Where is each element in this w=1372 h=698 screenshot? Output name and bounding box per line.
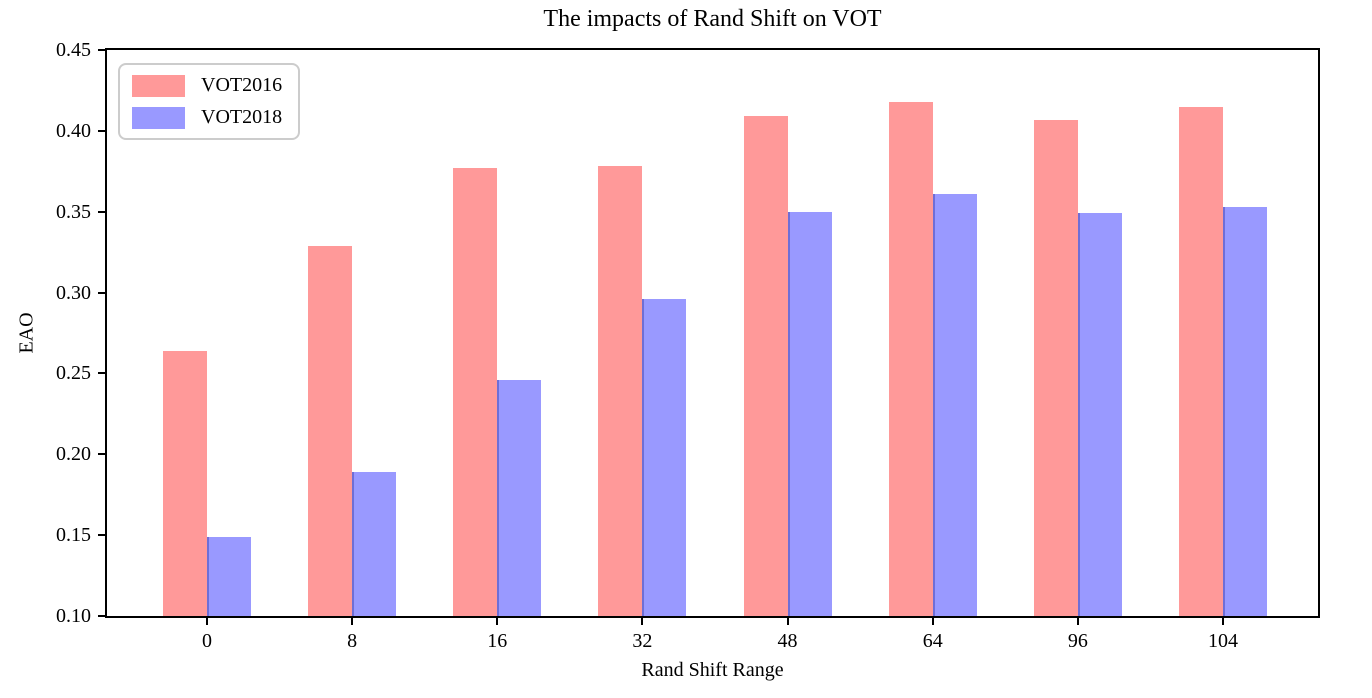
bar-vot2018-96 [1077, 213, 1122, 616]
x-tick-label-16: 16 [487, 630, 508, 652]
bar-vot2016-0 [163, 350, 207, 616]
x-tick-32 [641, 618, 644, 625]
bar-vot2016-16 [453, 168, 498, 616]
x-tick-label-8: 8 [347, 630, 358, 652]
y-tick-0.20 [98, 453, 105, 456]
bar-vot2016-48 [743, 116, 788, 616]
bar-vot2016-104 [1178, 106, 1223, 616]
y-tick-label-0.35: 0.35 [56, 200, 91, 223]
y-tick-label-0.20: 0.20 [56, 443, 91, 466]
x-tick-label-48: 48 [777, 630, 798, 652]
chart-title: The impacts of Rand Shift on VOT [543, 6, 882, 32]
bar-vot2018-16 [497, 379, 542, 616]
y-tick-0.40 [98, 129, 105, 132]
x-tick-label-64: 64 [922, 630, 943, 652]
x-axis-label: Rand Shift Range [641, 659, 784, 681]
x-tick-label-0: 0 [202, 630, 212, 652]
y-tick-label-0.15: 0.15 [56, 524, 91, 547]
x-tick-label-32: 32 [632, 630, 653, 652]
legend: VOT2016 VOT2018 [118, 63, 301, 140]
bar-vot2018-48 [787, 211, 832, 616]
x-tick-96 [1076, 618, 1079, 625]
x-tick-label-104: 104 [1207, 630, 1238, 652]
y-tick-label-0.10: 0.10 [56, 605, 91, 627]
bar-vot2018-64 [932, 193, 977, 616]
x-tick-0 [206, 618, 208, 625]
y-tick-label-0.40: 0.40 [56, 119, 91, 142]
legend-swatch-vot2018 [132, 106, 185, 129]
bar-vot2018-0 [207, 536, 251, 616]
x-tick-104 [1221, 618, 1224, 625]
y-tick-0.10 [98, 615, 105, 617]
legend-item-vot2016: VOT2016 [132, 74, 282, 97]
y-tick-0.35 [98, 210, 105, 213]
x-tick-8 [351, 618, 354, 625]
y-tick-label-0.45: 0.45 [56, 39, 91, 61]
legend-item-vot2018: VOT2018 [132, 106, 282, 129]
bar-vot2016-32 [598, 166, 643, 616]
y-tick-label-0.25: 0.25 [56, 362, 91, 385]
legend-swatch-vot2016 [132, 74, 185, 97]
x-tick-64 [931, 618, 934, 625]
y-tick-0.45 [98, 49, 105, 51]
bar-vot2018-8 [352, 472, 397, 616]
y-tick-0.15 [98, 534, 105, 537]
y-tick-0.30 [98, 291, 105, 294]
y-tick-label-0.30: 0.30 [56, 281, 91, 304]
bar-vot2016-96 [1033, 119, 1078, 616]
legend-label-vot2018: VOT2018 [201, 106, 283, 128]
plot-area: VOT2016 VOT2018 0.10 0.15 0.20 0.25 0.30 0.35… [56, 39, 1320, 652]
x-tick-label-96: 96 [1067, 630, 1088, 652]
y-axis-label: EAO [15, 312, 38, 354]
legend-label-vot2016: VOT2016 [201, 74, 283, 96]
x-tick-16 [496, 618, 499, 625]
bar-vot2018-104 [1222, 206, 1267, 616]
y-tick-0.25 [98, 372, 105, 375]
bar-vot2016-8 [308, 245, 353, 616]
x-tick-48 [786, 618, 789, 625]
bar-vot2016-64 [888, 101, 933, 616]
bar-vot2018-32 [642, 299, 687, 616]
